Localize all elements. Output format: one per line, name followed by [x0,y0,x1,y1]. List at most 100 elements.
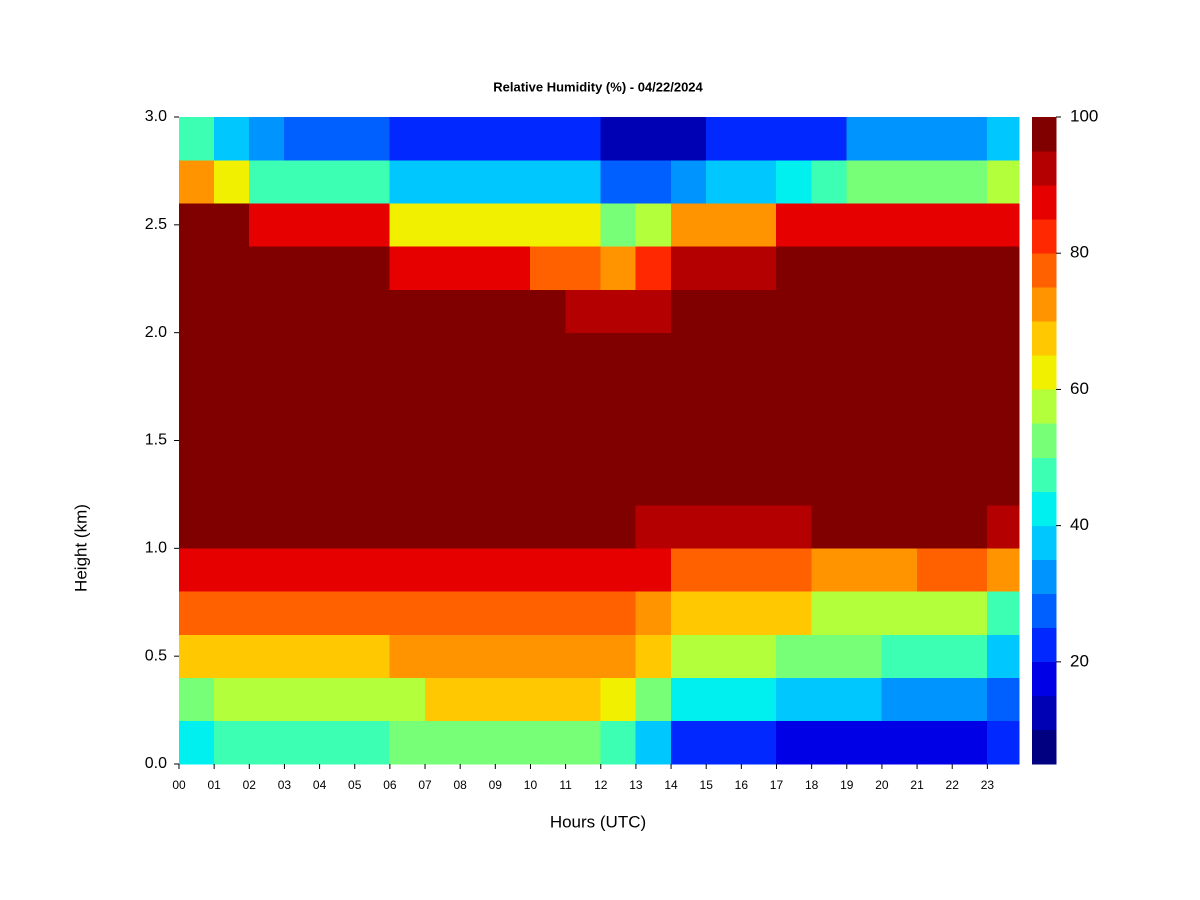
heatmap-cell [495,203,531,247]
heatmap-cell [565,116,602,161]
heatmap-cell [389,332,426,377]
heatmap-cell [530,504,566,549]
heatmap-cell [776,634,812,678]
heatmap-cell [565,418,602,463]
heatmap-cell [389,116,426,161]
heatmap-cell [846,159,883,204]
heatmap-cell [670,116,707,161]
heatmap-cell [389,461,426,506]
heatmap-cell [916,548,953,592]
heatmap-cell [916,591,953,635]
heatmap-cell [424,159,461,204]
heatmap-cell [178,159,215,204]
heatmap-cell [881,418,918,463]
heatmap-cell [846,289,883,333]
heatmap-cell [319,116,355,161]
heatmap-cell [459,504,496,549]
heatmap-cell [284,720,320,765]
heatmap-cell [811,720,848,765]
heatmap-cell [776,677,812,722]
heatmap-cell [565,332,602,377]
heatmap-cell [987,116,1020,161]
heatmap-cell [530,461,566,506]
heatmap-cell [811,677,848,722]
heatmap-cell [354,246,391,290]
heatmap-cell [213,289,250,333]
heatmap-cell [670,720,707,765]
x-tick-label: 11 [559,778,572,792]
heatmap-cell [705,375,742,420]
colorbar-band [1031,457,1057,492]
y-tick-label: 0.5 [145,647,167,664]
heatmap-cell [495,720,531,765]
heatmap-cell [530,418,566,463]
heatmap-cell [811,548,848,592]
x-tick-label: 22 [946,778,960,792]
heatmap-cell [705,246,742,290]
heatmap-cell [213,159,250,204]
heatmap-cell [319,203,355,247]
heatmap-cell [811,591,848,635]
heatmap-cell [319,548,355,592]
colorbar-band [1031,661,1057,697]
heatmap-cell [389,591,426,635]
heatmap-cell [565,504,602,549]
heatmap-cell [635,504,672,549]
heatmap-cell [705,116,742,161]
heatmap-cell [424,548,461,592]
heatmap-cell [389,720,426,765]
heatmap-cell [319,418,355,463]
heatmap-cell [635,720,672,765]
heatmap-cell [319,159,355,204]
heatmap-cell [178,461,215,506]
heatmap-cell [249,375,285,420]
heatmap-cell [178,677,215,722]
y-tick-label: 2.0 [145,324,167,341]
heatmap-cell [741,461,777,506]
heatmap-cell [951,116,988,161]
heatmap-cell [670,677,707,722]
heatmap-cell [635,634,672,678]
heatmap-cell [565,159,602,204]
heatmap-cell [670,591,707,635]
colorbar-tick-label: 100 [1070,106,1098,125]
x-tick-label: 08 [453,778,467,792]
heatmap-cell [354,418,391,463]
heatmap-cell [670,246,707,290]
heatmap-cell [389,504,426,549]
heatmap-cell [881,720,918,765]
colorbar-band [1031,355,1057,390]
heatmap-cell [530,289,566,333]
heatmap-cell [705,720,742,765]
heatmap-cell [776,159,812,204]
heatmap-cell [284,203,320,247]
heatmap-cell [951,591,988,635]
x-tick-label: 19 [840,778,854,792]
heatmap-cell [389,677,426,722]
heatmap-cell [284,289,320,333]
heatmap-cell [459,548,496,592]
heatmap-cell [178,591,215,635]
heatmap-cell [284,246,320,290]
heatmap-cell [459,461,496,506]
heatmap-cell [776,504,812,549]
heatmap-cell [600,246,637,290]
heatmap-cell [459,418,496,463]
heatmap-cell [846,246,883,290]
heatmap-cell [284,461,320,506]
heatmap-cell [741,289,777,333]
y-tick-label: 0.0 [145,755,167,772]
heatmap-cell [670,461,707,506]
heatmap-cell [495,591,531,635]
heatmap-cell [776,375,812,420]
heatmap-cell [424,591,461,635]
heatmap-cell [635,461,672,506]
heatmap-cell [811,332,848,377]
heatmap-cell [213,548,250,592]
heatmap-cell [811,159,848,204]
heatmap-cell [424,504,461,549]
heatmap-cell [389,418,426,463]
heatmap-cell [951,634,988,678]
colorbar-band [1031,525,1057,560]
heatmap-cell [916,720,953,765]
